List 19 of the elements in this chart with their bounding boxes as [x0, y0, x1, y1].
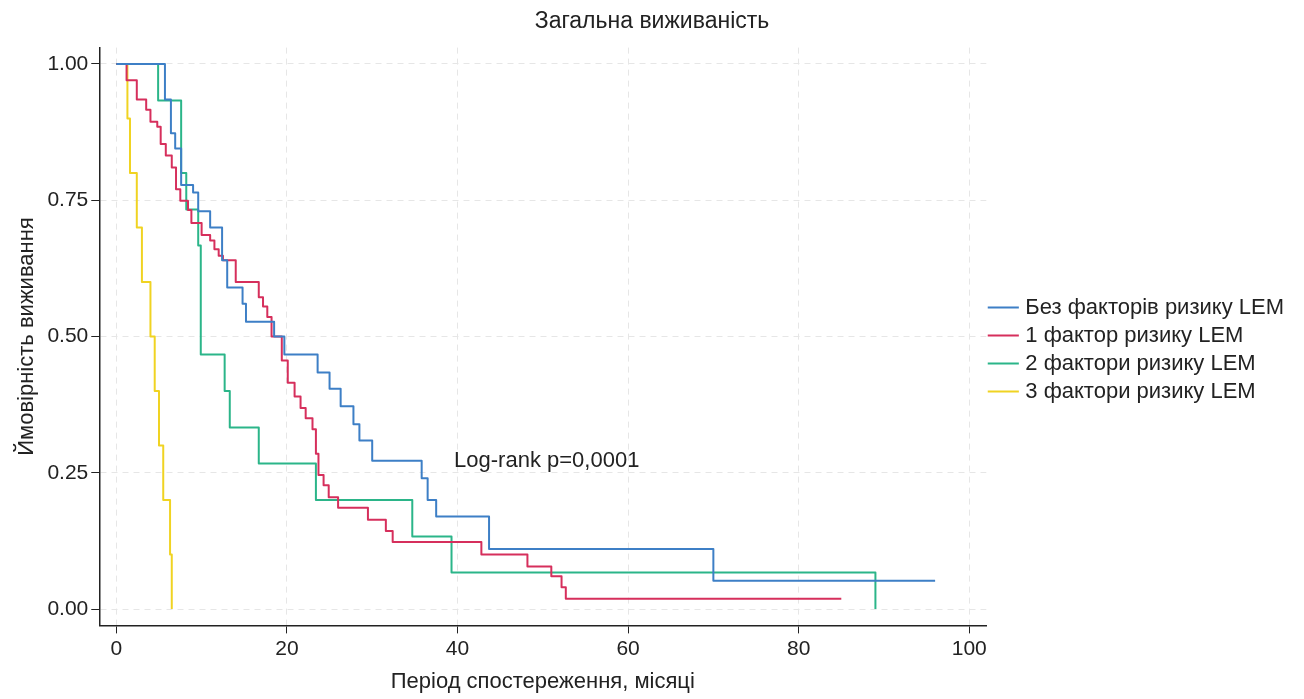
y-tick-label: 1.00: [47, 50, 89, 74]
legend-label: Без факторів ризику LEM: [1025, 293, 1285, 319]
legend-label: 3 фактори ризику LEM: [1025, 377, 1256, 403]
x-tick-label: 0: [110, 635, 123, 659]
x-tick-label: 100: [951, 635, 987, 659]
x-tick-label: 20: [275, 635, 299, 659]
legend-label: 2 фактори ризику LEM: [1025, 349, 1256, 375]
y-tick-label: 0.75: [47, 187, 89, 211]
y-tick-label: 0.00: [47, 595, 89, 619]
annotation: Log-rank p=0,0001: [454, 446, 640, 472]
x-tick-label: 40: [445, 635, 470, 659]
x-tick-label: 60: [616, 635, 640, 659]
y-tick-label: 0.25: [47, 459, 89, 483]
x-tick-label: 80: [786, 635, 811, 659]
legend-label: 1 фактор ризику LEM: [1025, 321, 1244, 347]
chart-title: Загальна виживаність: [534, 7, 770, 34]
x-axis-title: Період спостереження, місяці: [390, 667, 695, 693]
y-tick-label: 0.50: [47, 323, 89, 347]
y-axis-title: Ймовірність виживання: [13, 217, 39, 456]
